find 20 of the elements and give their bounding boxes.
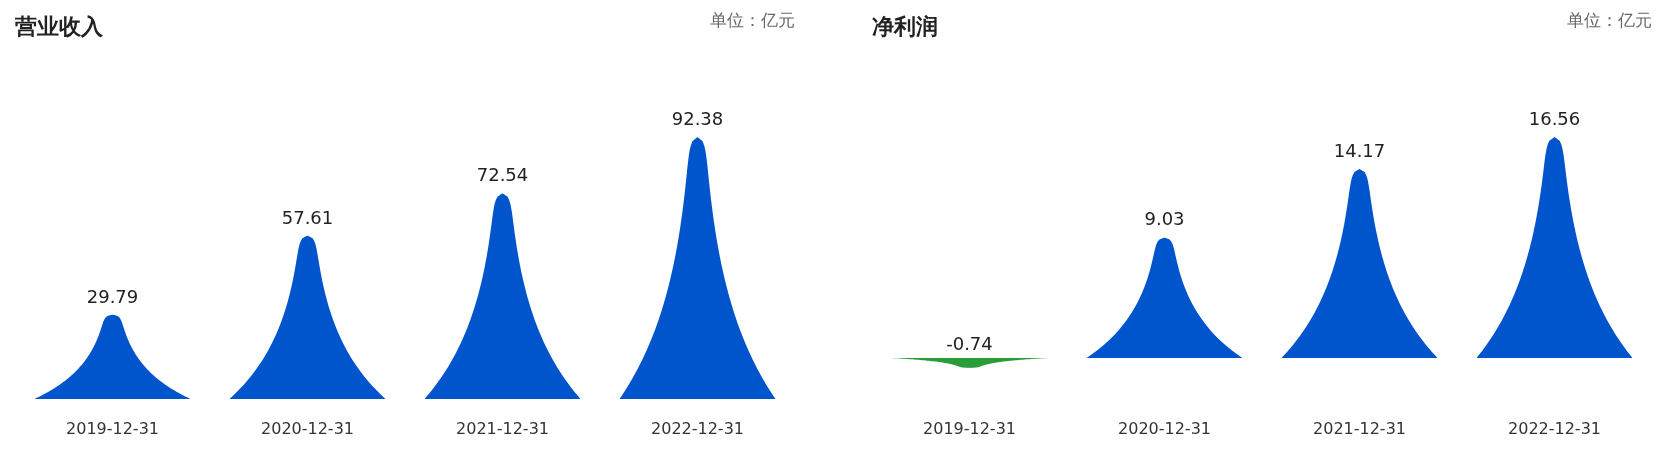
- data-label: 92.38: [671, 108, 724, 129]
- x-tick-label: 2019-12-31: [923, 419, 1016, 439]
- chart-title: 营业收入: [14, 14, 104, 39]
- x-tick-label: 2022-12-31: [1508, 419, 1601, 439]
- x-tick-label: 2019-12-31: [66, 419, 159, 439]
- data-label: 72.54: [476, 164, 529, 186]
- data-label: 57.61: [281, 206, 334, 228]
- x-tick-label: 2021-12-31: [456, 419, 549, 439]
- text: 单位：亿元: [710, 10, 795, 30]
- data-label: 9.03: [1144, 208, 1185, 230]
- data-label: 16.56: [1528, 108, 1581, 129]
- data-label: -0.74: [946, 333, 993, 354]
- x-tick-label: 2020-12-31: [1118, 419, 1211, 439]
- data-label: 14.17: [1333, 139, 1386, 161]
- chart-title: 净利润: [872, 14, 938, 39]
- data-label: 29.79: [86, 285, 139, 307]
- x-tick-label: 2021-12-31: [1313, 419, 1406, 439]
- text: 单位：亿元: [1567, 10, 1652, 30]
- x-tick-label: 2020-12-31: [261, 419, 354, 439]
- x-tick-label: 2022-12-31: [651, 419, 744, 439]
